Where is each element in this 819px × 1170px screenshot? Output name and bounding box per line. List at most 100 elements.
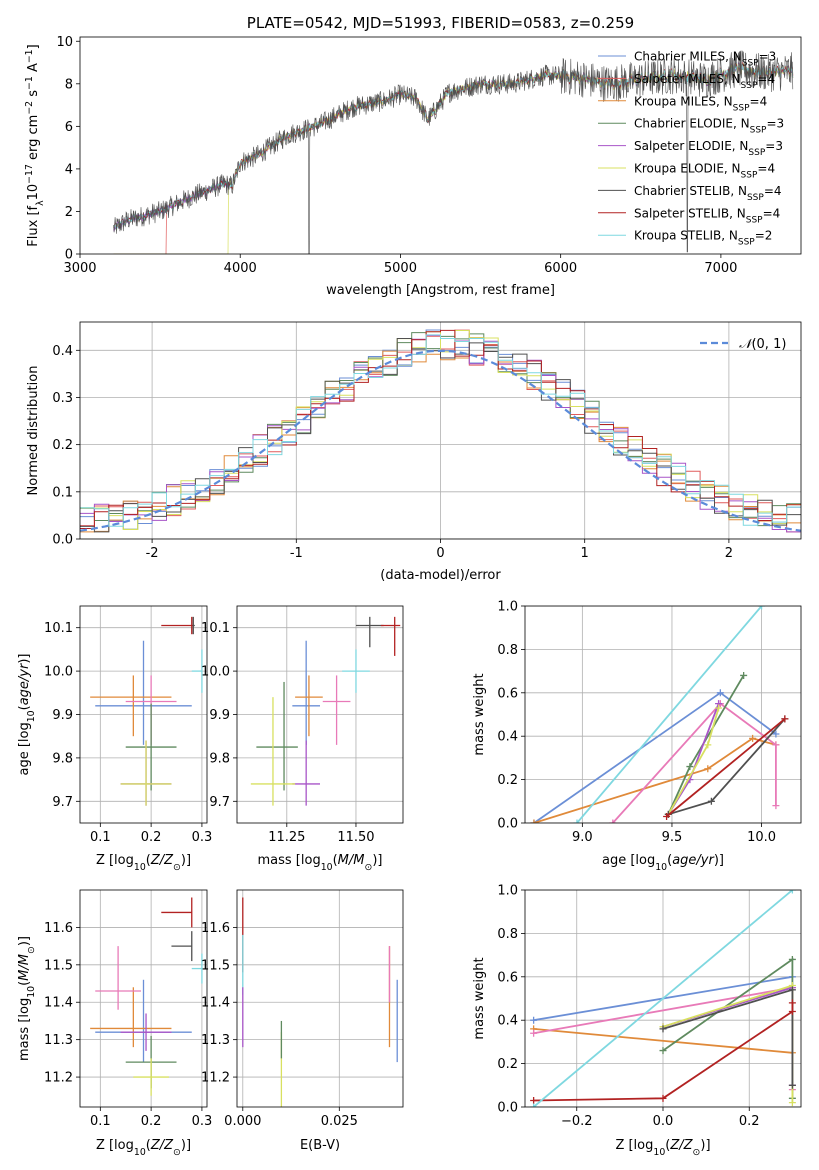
y-axis-label-part: ]	[26, 44, 41, 49]
x-axis-label-part: Z/Z	[150, 1138, 174, 1153]
weight-point	[715, 704, 723, 712]
y-tick-label: 4	[65, 162, 73, 177]
y-tick-label: 11.5	[44, 958, 73, 973]
legend-entry: Chabrier ELODIE, NSSP=3	[634, 117, 784, 136]
y-tick-label: 0.4	[497, 1014, 518, 1029]
weight-point	[659, 1047, 667, 1055]
x-axis-label-part: ⊙	[173, 1147, 181, 1158]
legend-label: Chabrier STELIB, N	[634, 184, 747, 198]
y-axis-label-part: age/yr	[17, 662, 32, 705]
x-axis-label: wavelength [Angstrom, rest frame]	[326, 283, 555, 298]
y-axis-label-part: −1	[24, 49, 35, 63]
x-axis-label-part: (	[667, 853, 672, 868]
y-tick-label: 11.2	[44, 1071, 73, 1086]
legend-suffix: =3	[766, 117, 784, 131]
x-axis-label-part: ⊙	[364, 862, 372, 873]
legend-sub: SSP	[741, 171, 758, 181]
weight-point	[758, 606, 766, 610]
y-tick-label: 11.2	[201, 1071, 230, 1086]
y-tick-label: 0.4	[497, 730, 518, 745]
panel-spectrum: 3000 4000 5000 6000 7000 0 2 4 6 8 10 PLATE=0542, M…	[24, 14, 802, 298]
panel-weight_vs_age: 9.0 9.5 10.0 0.0 0.2 0.4 0.6 0.8 1.0 age [log10(a…	[472, 600, 802, 873]
x-axis-label-part: 10	[321, 862, 333, 873]
x-axis-label-part: Z [log	[96, 1138, 134, 1153]
legend-suffix: =3	[765, 139, 783, 153]
x-tick-label: 0.000	[224, 1114, 261, 1129]
legend-entry: Salpeter STELIB, NSSP=4	[634, 206, 780, 225]
x-axis-label: (data-model)/error	[380, 568, 501, 583]
y-axis-label-part: −1	[24, 76, 35, 90]
legend-suffix: =4	[757, 162, 775, 176]
x-tick-label: 9.5	[662, 830, 683, 845]
y-tick-label: 11.6	[201, 921, 230, 936]
legend-suffix: =2	[755, 229, 773, 243]
weight-series-line	[666, 718, 786, 818]
y-axis-label-part: Flux [f	[26, 205, 41, 246]
x-tick-label: 7000	[704, 261, 737, 276]
x-tick-label: 9.0	[572, 830, 593, 845]
weight-point	[788, 1099, 796, 1107]
y-tick-label: 11.4	[44, 996, 73, 1011]
legend-entry: Chabrier MILES, NSSP=3	[634, 50, 776, 69]
y-tick-label: 0.0	[497, 817, 518, 832]
y-tick-label: 11.4	[201, 996, 230, 1011]
x-tick-label: -1	[290, 546, 303, 561]
y-tick-label: 2	[65, 205, 73, 220]
y-tick-label: 0.4	[52, 344, 73, 359]
plot-area	[237, 606, 403, 823]
weight-point	[663, 812, 671, 820]
spectrum-data-line	[113, 50, 794, 254]
y-axis-label-part: (	[17, 705, 32, 710]
y-axis-label-part: −2	[24, 101, 35, 115]
x-tick-label: 0.1	[90, 830, 111, 845]
x-axis-label-part: (	[146, 1138, 151, 1153]
weight-point	[530, 1096, 538, 1104]
weight-series-line	[533, 1028, 793, 1054]
y-axis-label: mass [log10(M/M⊙)]	[17, 936, 37, 1061]
y-tick-label: 0.8	[497, 643, 518, 658]
x-tick-label: 1	[581, 546, 589, 561]
axes-frame	[236, 605, 404, 824]
x-axis-label-part: Z [log	[96, 853, 134, 868]
axes-frame	[79, 36, 802, 255]
x-axis-label-part: Z/Z	[669, 1138, 693, 1153]
x-axis-label: E(B-V)	[300, 1138, 340, 1153]
weight-point	[659, 1094, 667, 1102]
legend-entry: Salpeter MILES, NSSP=4	[634, 72, 775, 91]
y-tick-label: 9.8	[52, 751, 73, 766]
x-axis-label-part: ⊙	[173, 862, 181, 873]
y-axis-label-part: age [log	[17, 722, 32, 775]
y-axis-label-part: s	[26, 90, 41, 101]
weight-point	[788, 1008, 796, 1016]
legend-entry-part: (0, 1)	[751, 337, 786, 352]
y-tick-label: 10.0	[44, 665, 73, 680]
weight-point	[740, 671, 748, 679]
legend-sub: SSP	[733, 103, 750, 113]
y-axis-label-part: M/M	[17, 954, 32, 981]
legend-sub: SSP	[741, 81, 758, 91]
y-tick-label: 10.1	[201, 621, 230, 636]
x-tick-label: 3000	[63, 261, 96, 276]
y-axis-label-part: )]	[17, 936, 32, 946]
x-tick-label: 10.0	[747, 830, 776, 845]
x-axis-label-part: 10	[134, 862, 146, 873]
x-axis-label-part: 10	[653, 1147, 665, 1158]
x-axis-label-part: 10	[134, 1147, 146, 1158]
x-axis-label-part: M/M	[338, 853, 365, 868]
y-tick-label: 0.0	[52, 533, 73, 548]
panel-age_vs_mass: 11.25 11.50 9.7 9.8 9.9 10.0 10.1 mass [log10(M…	[201, 605, 404, 873]
y-tick-label: 10	[56, 35, 73, 50]
y-tick-label: 9.9	[52, 708, 73, 723]
legend-entry: Chabrier STELIB, NSSP=4	[634, 184, 782, 203]
x-axis-label-part: Z [log	[615, 1138, 653, 1153]
plot-area	[525, 606, 801, 823]
axes-frame	[524, 889, 802, 1108]
weight-point	[530, 1029, 538, 1037]
weight-point	[530, 1103, 538, 1107]
legend-entry: Salpeter ELODIE, NSSP=3	[634, 139, 783, 158]
weight-series-line	[612, 702, 777, 823]
y-tick-label: 1.0	[497, 600, 518, 615]
plot-area	[80, 890, 207, 1107]
y-tick-label: 10.1	[44, 621, 73, 636]
